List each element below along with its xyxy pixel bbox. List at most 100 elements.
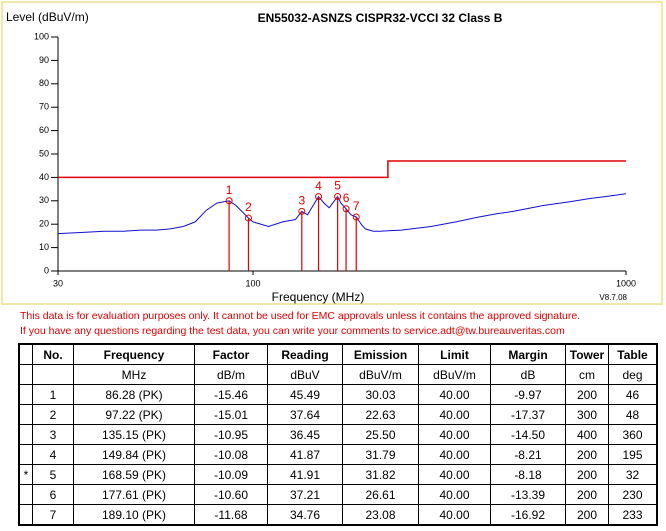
marker-label: 4	[315, 179, 322, 193]
flag-header	[18, 364, 33, 385]
table-row: 6 177.61 (PK) -10.60 37.21 26.61 40.00 -13.39 2…	[18, 484, 658, 505]
table-cell: -8.18	[490, 464, 566, 485]
table-cell: 1	[32, 384, 74, 405]
column-header: No.	[32, 343, 74, 365]
table-row: 3 135.15 (PK) -10.95 36.45 25.50 40.00 -14.50 4…	[18, 424, 658, 445]
marker-point	[225, 197, 233, 205]
table-cell: 34.76	[267, 504, 343, 526]
table-cell: -15.01	[194, 404, 268, 425]
table-row: 4 149.84 (PK) -10.08 41.87 31.79 40.00 -8.21 20…	[18, 444, 658, 465]
column-unit: MHz	[73, 364, 195, 385]
table-row: * 5 168.59 (PK) -10.09 41.91 31.82 40.00 -8.18 2…	[18, 464, 658, 485]
chart: Level (dBuV/m) EN55032-ASNZS CISPR32-VCC…	[1, 1, 663, 305]
table-cell: -10.08	[194, 444, 268, 465]
row-flag	[18, 404, 33, 425]
table-cell: 26.61	[342, 484, 419, 505]
table-cell: 41.91	[267, 464, 343, 485]
marker-label: 6	[343, 191, 350, 205]
chart-title: EN55032-ASNZS CISPR32-VCCI 32 Class B	[258, 11, 503, 25]
table-cell: 189.10 (PK)	[73, 504, 195, 526]
x-tick-label: 1000	[616, 278, 636, 288]
row-flag	[18, 424, 33, 445]
column-unit: dB/m	[194, 364, 268, 385]
table-row: 1 86.28 (PK) -15.46 45.49 30.03 40.00 -9.97 200…	[18, 384, 658, 405]
table-cell: 40.00	[418, 384, 491, 405]
table-cell: 7	[32, 504, 74, 526]
table-cell: 195	[608, 444, 658, 465]
table-cell: 149.84 (PK)	[73, 444, 195, 465]
table-cell: 86.28 (PK)	[73, 384, 195, 405]
series-line	[57, 193, 627, 235]
table-cell: 200	[565, 444, 609, 465]
marker-point	[342, 205, 350, 213]
y-tick-label: 40	[39, 172, 49, 182]
table-cell: -9.97	[490, 384, 566, 405]
y-tick-label: 80	[39, 78, 49, 88]
table-cell: 200	[565, 504, 609, 526]
table-cell: 4	[32, 444, 74, 465]
column-header: Frequency	[73, 343, 195, 365]
y-tick-label: 0	[44, 265, 49, 275]
table-cell: 32	[608, 464, 658, 485]
table-cell: -17.37	[490, 404, 566, 425]
flag-header	[18, 343, 33, 365]
y-tick-label: 30	[39, 195, 49, 205]
table-cell: 41.87	[267, 444, 343, 465]
row-flag	[18, 484, 33, 505]
table-cell: 300	[565, 404, 609, 425]
table-row: 2 97.22 (PK) -15.01 37.64 22.63 40.00 -17.37 30…	[18, 404, 658, 425]
table-cell: 37.64	[267, 404, 343, 425]
table-cell: 230	[608, 484, 658, 505]
marker-label: 3	[298, 194, 305, 208]
table-cell: 25.50	[342, 424, 419, 445]
column-header: Factor	[194, 343, 268, 365]
y-tick-label: 90	[39, 55, 49, 65]
column-unit: dBuV	[267, 364, 343, 385]
table-cell: -13.39	[490, 484, 566, 505]
x-tick-label: 100	[246, 278, 261, 288]
table-cell: 45.49	[267, 384, 343, 405]
y-tick-label: 10	[39, 242, 49, 252]
marker-label: 1	[226, 183, 233, 197]
y-tick-label: 20	[39, 219, 49, 229]
y-tick-label: 60	[39, 125, 49, 135]
marker-point	[352, 213, 360, 221]
series-line	[58, 160, 626, 179]
column-unit: cm	[565, 364, 609, 385]
marker-label: 2	[245, 200, 252, 214]
table-cell: 2	[32, 404, 74, 425]
table-cell: 233	[608, 504, 658, 526]
table-cell: 200	[565, 384, 609, 405]
table-cell: -10.95	[194, 424, 268, 445]
table-cell: 31.82	[342, 464, 419, 485]
header-row: No. Frequency Factor Reading Emission Limit Ma…	[18, 343, 658, 365]
table-cell: 36.45	[267, 424, 343, 445]
table-cell: 168.59 (PK)	[73, 464, 195, 485]
column-header: Limit	[418, 343, 491, 365]
table-cell: 40.00	[418, 444, 491, 465]
column-header: Tower	[565, 343, 609, 365]
column-header: Table	[608, 343, 658, 365]
column-header: Emission	[342, 343, 419, 365]
notes: This data is for evaluation purposes onl…	[20, 309, 580, 339]
table-cell: 360	[608, 424, 658, 445]
marker-label: 5	[334, 179, 341, 193]
column-header: Margin	[490, 343, 566, 365]
table-cell: 97.22 (PK)	[73, 404, 195, 425]
table-cell: 135.15 (PK)	[73, 424, 195, 445]
table-cell: 46	[608, 384, 658, 405]
note: If you have any questions regarding the …	[20, 325, 565, 337]
table-cell: -10.09	[194, 464, 268, 485]
column-unit	[32, 364, 74, 385]
y-tick-label: 70	[39, 102, 49, 112]
marker-point	[315, 193, 323, 201]
results-table: No. Frequency Factor Reading Emission Limit Ma…	[18, 343, 658, 526]
table-cell: 30.03	[342, 384, 419, 405]
table-cell: -10.60	[194, 484, 268, 505]
table-cell: 400	[565, 424, 609, 445]
row-flag	[18, 384, 33, 405]
table-cell: -11.68	[194, 504, 268, 526]
row-flag	[18, 504, 33, 526]
table-cell: 37.21	[267, 484, 343, 505]
